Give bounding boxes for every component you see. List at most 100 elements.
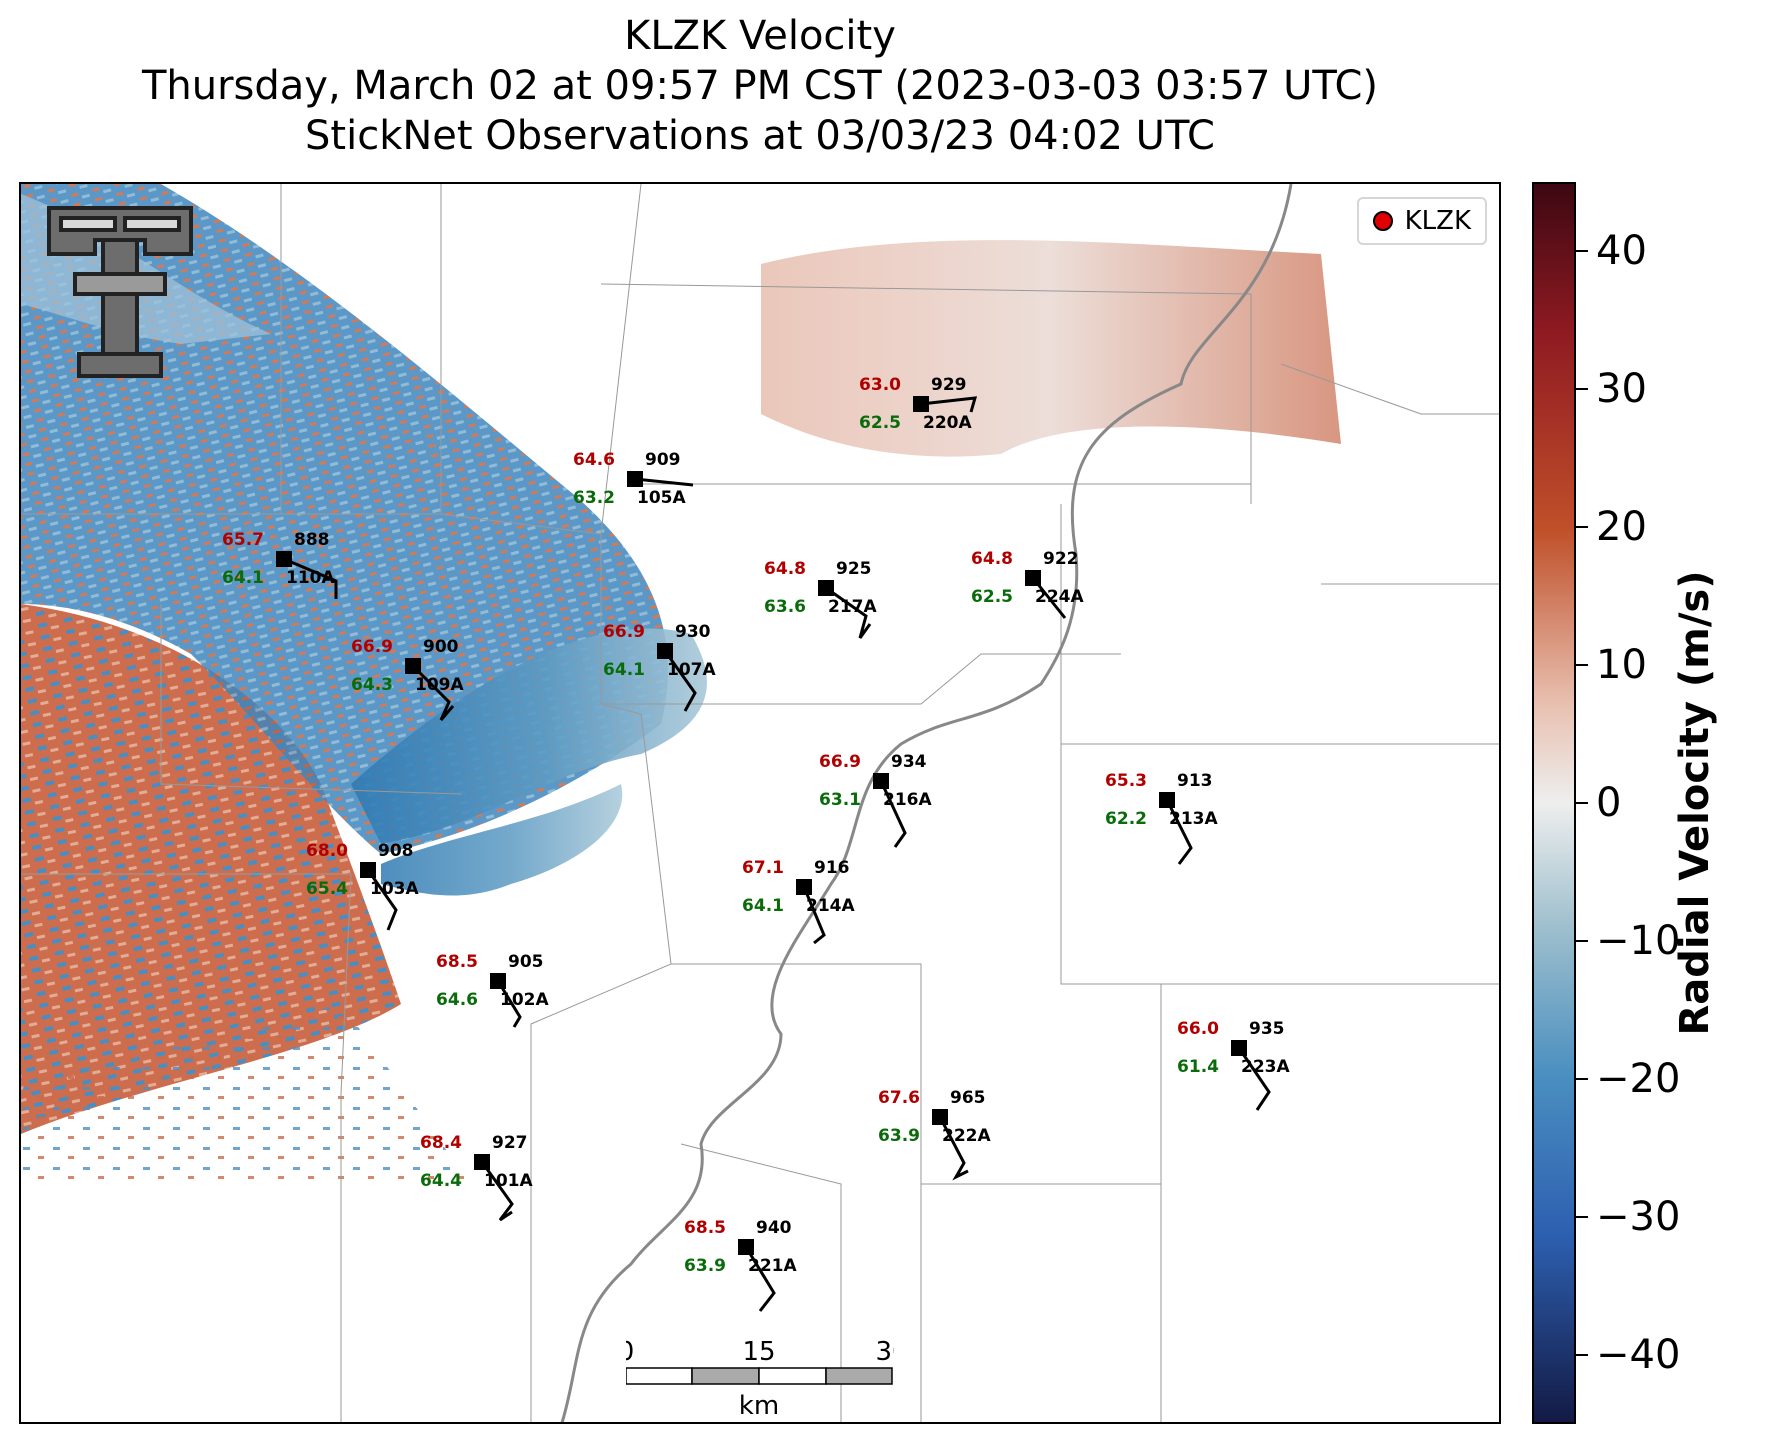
station-temperature: 66.9 [819, 752, 861, 772]
station-930[interactable]: 66.9 930 64.1 107A [603, 622, 716, 712]
station-888[interactable]: 65.7 888 64.1 110A [222, 530, 338, 599]
station-900[interactable]: 66.9 900 64.3 109A [351, 637, 464, 721]
station-id: 934 [891, 752, 927, 772]
station-probe: 214A [806, 896, 855, 916]
wind-barb-icon [366, 869, 398, 931]
station-905[interactable]: 68.5 905 64.6 102A [436, 952, 549, 1028]
wind-barb-icon [634, 477, 694, 487]
station-marker-icon [657, 643, 673, 659]
station-id: 913 [1177, 771, 1213, 791]
scale-bar: 0 15 30 km [626, 1337, 894, 1420]
station-dewpoint: 64.6 [436, 990, 478, 1010]
station-id: 925 [836, 559, 872, 579]
station-916[interactable]: 67.1 916 64.1 214A [742, 858, 855, 945]
station-temperature: 66.9 [603, 622, 645, 642]
station-922[interactable]: 64.8 922 62.5 224A [971, 549, 1084, 619]
station-marker-icon [1025, 570, 1041, 586]
station-id: 935 [1249, 1019, 1285, 1039]
station-dewpoint: 62.5 [859, 413, 901, 433]
colorbar [1532, 182, 1576, 1424]
station-dewpoint: 63.9 [878, 1126, 920, 1146]
colorbar-tick-label: −20 [1596, 1056, 1681, 1102]
station-dewpoint: 64.4 [420, 1171, 462, 1191]
station-913[interactable]: 65.3 913 62.2 213A [1105, 771, 1218, 865]
station-marker-icon [627, 471, 643, 487]
station-marker-icon [796, 879, 812, 895]
station-dewpoint: 64.1 [222, 568, 264, 588]
station-probe: 224A [1035, 587, 1084, 607]
colorbar-tick-mark [1576, 802, 1588, 804]
station-probe: 217A [828, 597, 877, 617]
wind-barb-icon [879, 780, 907, 848]
station-dewpoint: 62.2 [1105, 809, 1147, 829]
scale-tick-15: 15 [742, 1337, 775, 1367]
colorbar-tick-mark [1576, 526, 1588, 528]
station-temperature: 67.6 [878, 1088, 920, 1108]
station-927[interactable]: 68.4 927 64.4 101A [420, 1133, 533, 1222]
station-925[interactable]: 64.8 925 63.6 217A [764, 559, 877, 639]
colorbar-tick-mark [1576, 250, 1588, 252]
station-935[interactable]: 66.0 935 61.4 223A [1177, 1019, 1290, 1111]
station-probe: 216A [883, 790, 932, 810]
echo-speckle-area [21, 1004, 471, 1184]
colorbar-tick-mark [1576, 940, 1588, 942]
station-id: 965 [950, 1088, 986, 1108]
station-dewpoint: 63.1 [819, 790, 861, 810]
station-probe: 110A [286, 568, 335, 588]
radar-map[interactable]: 63.0 929 62.5 220A 64.6 909 63.2 105A 65.7 888 64.… [19, 182, 1501, 1424]
station-dewpoint: 63.9 [684, 1256, 726, 1276]
wind-barb-icon [825, 586, 872, 639]
station-marker-icon [913, 396, 929, 412]
map-canvas: 63.0 929 62.5 220A 64.6 909 63.2 105A 65.7 888 64.… [21, 184, 1499, 1422]
station-probe: 103A [370, 879, 419, 899]
legend-label: KLZK [1404, 206, 1471, 236]
station-marker-icon [276, 551, 292, 567]
station-id: 905 [508, 952, 544, 972]
wind-barb-icon [283, 557, 338, 599]
river-line [560, 184, 1293, 1422]
station-965[interactable]: 67.6 965 63.9 222A [878, 1088, 991, 1181]
station-id: 909 [645, 450, 681, 470]
station-temperature: 64.6 [573, 450, 615, 470]
echo-blue-core [351, 628, 707, 844]
colorbar-tick-mark [1576, 388, 1588, 390]
station-908[interactable]: 68.0 908 65.4 103A [306, 841, 419, 931]
station-temperature: 64.8 [764, 559, 806, 579]
colorbar-tick-label: 10 [1596, 642, 1647, 688]
station-temperature: 68.5 [684, 1218, 726, 1238]
station-id: 927 [492, 1133, 528, 1153]
station-temperature: 64.8 [971, 549, 1013, 569]
wind-barb-icon [480, 1161, 514, 1222]
echo-blue-lobe [381, 784, 623, 896]
colorbar-tick-label: 30 [1596, 366, 1647, 412]
station-probe: 221A [748, 1256, 797, 1276]
station-940[interactable]: 68.5 940 63.9 221A [684, 1218, 797, 1312]
station-934[interactable]: 66.9 934 63.1 216A [819, 752, 932, 848]
colorbar-tick-mark [1576, 1354, 1588, 1356]
station-id: 930 [675, 622, 711, 642]
station-marker-icon [1159, 792, 1175, 808]
station-probe: 107A [667, 660, 716, 680]
colorbar-tick-label: −40 [1596, 1332, 1681, 1378]
station-temperature: 68.4 [420, 1133, 462, 1153]
station-dewpoint: 64.3 [351, 675, 393, 695]
scale-tick-0: 0 [626, 1337, 634, 1367]
station-temperature: 68.0 [306, 841, 348, 861]
station-probe: 102A [500, 990, 549, 1010]
station-marker-icon [738, 1239, 754, 1255]
station-probe: 101A [484, 1171, 533, 1191]
wind-barb-icon [920, 396, 978, 413]
station-temperature: 65.3 [1105, 771, 1147, 791]
station-dewpoint: 61.4 [1177, 1057, 1219, 1077]
station-probe: 213A [1169, 809, 1218, 829]
station-temperature: 67.1 [742, 858, 784, 878]
echo-red-region [21, 604, 401, 1134]
station-929[interactable]: 63.0 929 62.5 220A [859, 375, 978, 433]
station-id: 940 [756, 1218, 792, 1238]
station-temperature: 68.5 [436, 952, 478, 972]
double-t-logo [47, 206, 193, 378]
wind-barb-icon [1165, 799, 1193, 865]
scale-unit: km [739, 1391, 779, 1420]
colorbar-tick-mark [1576, 1078, 1588, 1080]
station-909[interactable]: 64.6 909 63.2 105A [573, 450, 694, 508]
